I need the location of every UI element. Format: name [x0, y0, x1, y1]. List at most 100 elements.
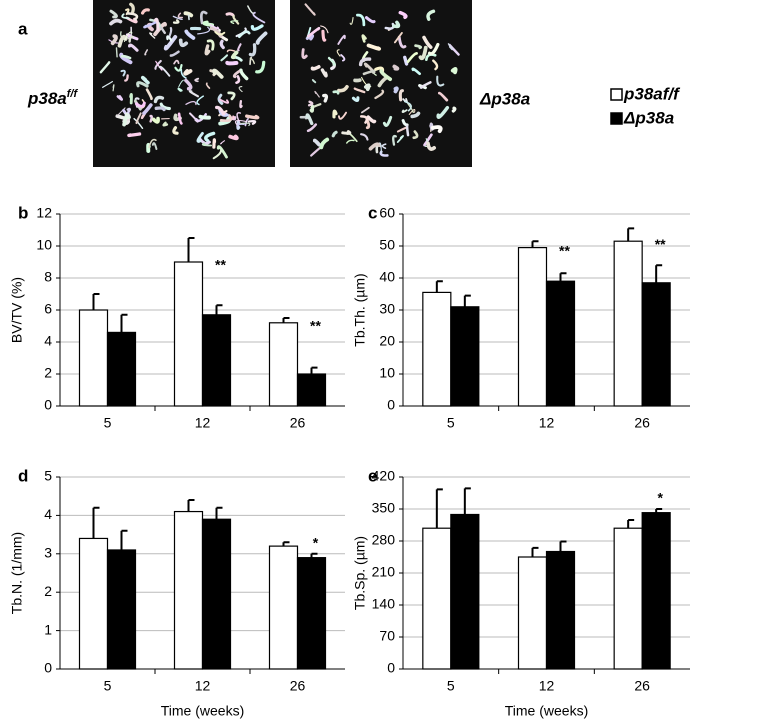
panel-letter: d — [18, 466, 28, 485]
error-bar — [561, 273, 567, 281]
trabecula — [394, 66, 397, 68]
image-label-sup: f/f — [67, 88, 79, 100]
x-tick-label: 12 — [195, 415, 211, 431]
trabecula — [247, 116, 258, 118]
y-tick-label: 5 — [44, 468, 52, 484]
y-tick-label: 8 — [44, 269, 52, 285]
significance-mark: * — [313, 535, 319, 551]
y-tick-label: 1 — [44, 621, 52, 637]
x-tick-label: 5 — [447, 415, 455, 431]
error-bar — [628, 228, 634, 241]
bar — [108, 550, 136, 669]
error-bar — [122, 531, 128, 550]
bar — [451, 307, 479, 406]
error-bar — [533, 241, 539, 247]
trabecula — [343, 132, 350, 134]
y-tick-label: 10 — [379, 365, 395, 381]
trabecula — [367, 121, 368, 128]
bar — [423, 292, 451, 406]
trabecula — [405, 57, 407, 64]
error-bar — [656, 265, 662, 283]
y-tick-label: 0 — [44, 397, 52, 413]
y-tick-label: 0 — [44, 660, 52, 676]
bar — [547, 281, 575, 406]
x-tick-label: 26 — [290, 678, 306, 694]
x-tick-label: 26 — [290, 415, 306, 431]
error-bar — [465, 488, 471, 514]
trabecula — [117, 48, 118, 57]
legend: p38af/f Δp38a — [611, 84, 681, 127]
y-tick-label: 0 — [387, 397, 395, 413]
trabecula — [227, 63, 236, 64]
x-tick-label: 5 — [447, 678, 455, 694]
trabecula — [164, 123, 167, 126]
y-tick-label: 350 — [372, 500, 396, 516]
micro-ct-image — [93, 0, 275, 167]
y-tick-label: 420 — [372, 468, 396, 484]
error-bar — [217, 508, 223, 520]
bar — [298, 374, 326, 406]
legend-label: Δp38a — [623, 108, 674, 127]
error-bar — [122, 315, 128, 333]
y-tick-label: 140 — [372, 596, 396, 612]
trabecula — [240, 101, 241, 107]
x-tick-label: 5 — [104, 678, 112, 694]
image-label: p38af/f — [27, 88, 78, 109]
y-axis-label: Tb.Th. (µm) — [352, 273, 368, 346]
trabecula — [453, 69, 456, 72]
trabecula — [227, 14, 233, 15]
significance-mark: ** — [655, 236, 666, 252]
bar — [451, 514, 479, 669]
error-bar — [94, 508, 100, 539]
trabecula — [185, 71, 190, 74]
error-bar — [94, 294, 100, 310]
legend-swatch — [611, 89, 622, 100]
y-axis-label: Tb.Sp. (µm) — [352, 536, 368, 610]
y-tick-label: 4 — [44, 333, 52, 349]
bar — [423, 528, 451, 669]
bar — [519, 248, 547, 406]
y-tick-label: 40 — [379, 269, 395, 285]
bar — [80, 538, 108, 669]
bar — [642, 513, 670, 669]
error-bar — [189, 500, 195, 512]
bar — [108, 332, 136, 406]
y-tick-label: 210 — [372, 564, 396, 580]
y-tick-label: 10 — [36, 237, 52, 253]
x-tick-label: 12 — [539, 678, 555, 694]
y-tick-label: 3 — [44, 545, 52, 561]
panel-letter: a — [18, 19, 28, 38]
x-tick-label: 26 — [634, 678, 650, 694]
bar — [547, 552, 575, 669]
error-bar — [189, 238, 195, 262]
trabecula — [221, 41, 223, 47]
legend-label: p38af/f — [623, 84, 681, 103]
legend-swatch — [611, 113, 622, 124]
trabecula — [363, 36, 366, 42]
y-tick-label: 50 — [379, 237, 395, 253]
y-tick-label: 4 — [44, 506, 52, 522]
x-tick-label: 12 — [195, 678, 211, 694]
trabecula — [214, 140, 215, 147]
x-axis-label: Time (weeks) — [161, 703, 245, 719]
x-tick-label: 5 — [104, 415, 112, 431]
trabecula — [323, 31, 325, 40]
trabecula — [151, 116, 152, 121]
y-tick-label: 6 — [44, 301, 52, 317]
y-tick-label: 2 — [44, 365, 52, 381]
bar — [175, 262, 203, 406]
error-bar — [465, 296, 471, 307]
trabecula — [453, 108, 455, 111]
bar — [614, 528, 642, 669]
y-tick-label: 60 — [379, 205, 395, 221]
bar — [270, 323, 298, 406]
x-tick-label: 26 — [634, 415, 650, 431]
x-tick-label: 12 — [539, 415, 555, 431]
y-axis-label: BV/TV (%) — [9, 277, 25, 343]
y-tick-label: 2 — [44, 583, 52, 599]
error-bar — [628, 520, 634, 528]
bar — [614, 241, 642, 406]
bar — [298, 558, 326, 669]
y-tick-label: 30 — [379, 301, 395, 317]
bar — [642, 283, 670, 406]
